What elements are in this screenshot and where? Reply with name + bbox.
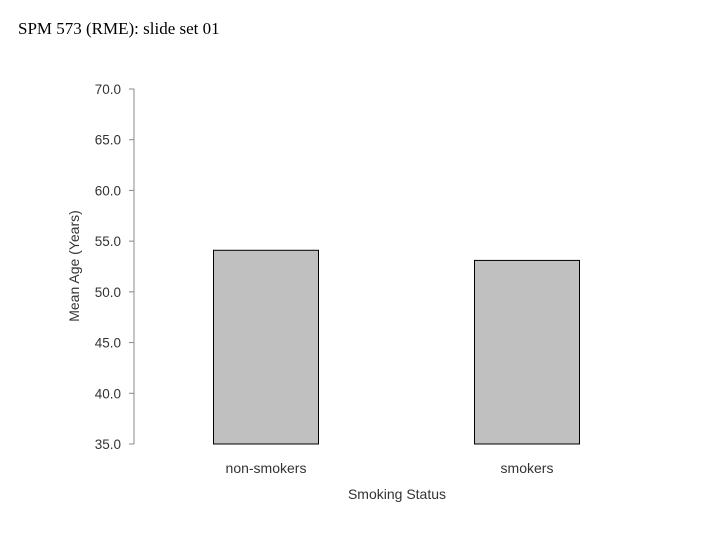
x-category-label: non-smokers (226, 460, 307, 476)
y-tick-label: 55.0 (95, 234, 121, 249)
y-tick-label: 50.0 (95, 285, 121, 300)
bars (213, 249, 580, 445)
x-axis-category-labels: non-smokers smokers (226, 460, 554, 476)
y-tick-label: 45.0 (95, 336, 121, 351)
y-axis-title: Mean Age (Years) (66, 210, 82, 322)
y-axis: 35.0 40.0 45.0 50.0 55.0 60.0 65.0 70.0 (95, 82, 135, 452)
bar-non-smokers (213, 249, 319, 445)
y-tick-label: 35.0 (95, 437, 121, 452)
bar-smokers (474, 259, 580, 445)
x-category-label: smokers (501, 460, 554, 476)
x-axis-title: Smoking Status (348, 486, 446, 502)
y-tick-label: 70.0 (95, 82, 121, 97)
y-tick-label: 40.0 (95, 386, 121, 401)
y-tick-label: 65.0 (95, 133, 121, 148)
y-tick-label: 60.0 (95, 183, 121, 198)
slide-header: SPM 573 (RME): slide set 01 (18, 19, 220, 38)
